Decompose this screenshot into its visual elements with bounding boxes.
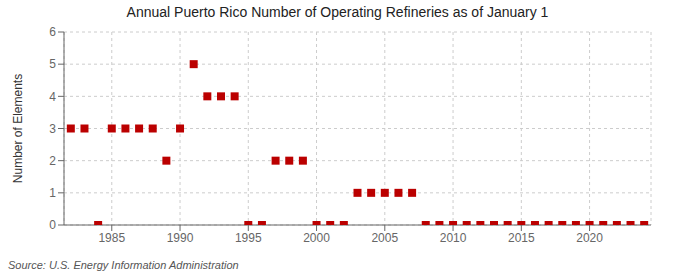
svg-text:1985: 1985 <box>98 231 125 245</box>
svg-text:1: 1 <box>49 186 56 200</box>
svg-text:4: 4 <box>49 90 56 104</box>
html-text:Source: U.S. Energy Informatio: Source: U.S. Energy Information Administ… <box>8 259 239 271</box>
svg-text:2000: 2000 <box>303 231 330 245</box>
svg-text:6: 6 <box>49 25 56 39</box>
svg-text:2: 2 <box>49 154 56 168</box>
svg-text:2005: 2005 <box>371 231 398 245</box>
svg-text:0: 0 <box>49 218 56 232</box>
svg-text:Number of Elements: Number of Elements <box>11 74 25 183</box>
svg-text:3: 3 <box>49 122 56 136</box>
svg-text:1990: 1990 <box>167 231 194 245</box>
html-text:Annual Puerto Rico Number of O: Annual Puerto Rico Number of Operating R… <box>126 4 549 20</box>
svg-text:2020: 2020 <box>576 231 603 245</box>
svg-text:1995: 1995 <box>235 231 262 245</box>
svg-text:2010: 2010 <box>440 231 467 245</box>
svg-text:2015: 2015 <box>508 231 535 245</box>
svg-text:5: 5 <box>49 57 56 71</box>
